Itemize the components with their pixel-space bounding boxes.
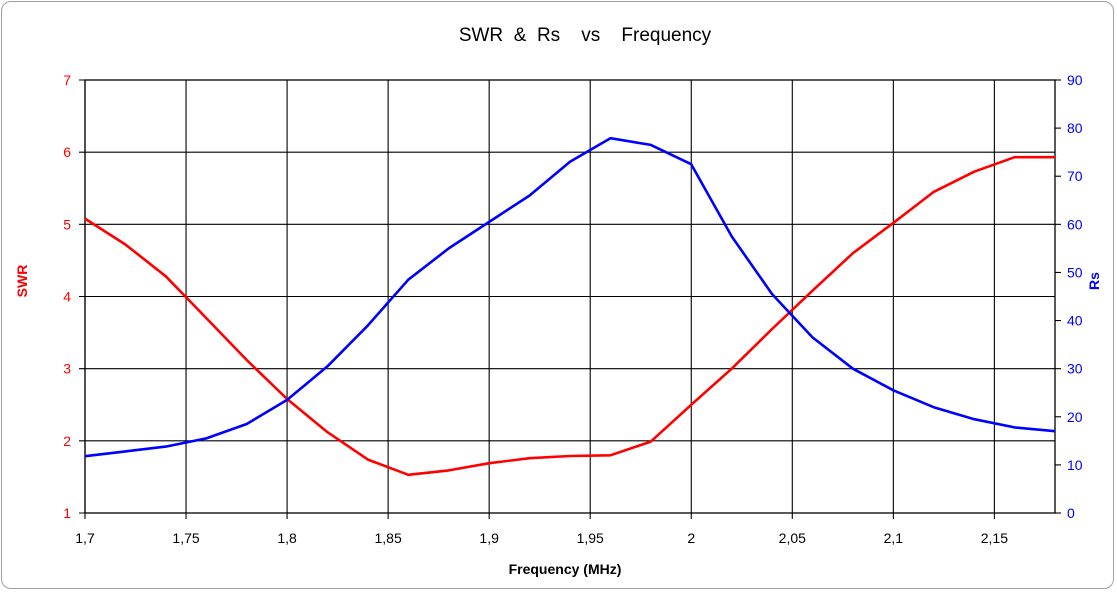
- right-tick-label: 10: [1067, 457, 1083, 473]
- rs-line: [84, 136, 1056, 458]
- x-tick-label: 2: [687, 530, 695, 546]
- x-tick-label: 2,1: [884, 530, 904, 546]
- x-tick-label: 2,05: [779, 530, 806, 546]
- swr-line: [84, 155, 1055, 477]
- right-tick-label: 20: [1067, 409, 1083, 425]
- left-tick-label: 2: [63, 433, 71, 449]
- left-tick-label: 7: [63, 72, 71, 88]
- grid: [79, 79, 1061, 519]
- right-axis-label: Rs: [1086, 272, 1102, 290]
- chart-title: SWR & Rs vs Frequency: [459, 25, 712, 46]
- x-tick-label: 1,95: [577, 530, 604, 546]
- left-tick-label: 3: [63, 361, 71, 377]
- x-tick-label: 1,9: [479, 530, 499, 546]
- left-tick-label: 1: [63, 505, 71, 521]
- series-lines: [84, 136, 1056, 477]
- right-tick-label: 90: [1067, 72, 1083, 88]
- right-tick-label: 80: [1067, 120, 1083, 136]
- right-tick-label: 50: [1067, 264, 1083, 280]
- x-tick-label: 1,8: [277, 530, 297, 546]
- right-tick-label: 40: [1067, 313, 1083, 329]
- right-tick-label: 70: [1067, 168, 1083, 184]
- x-axis-ticks: 1,7 1,75 1,8 1,85 1,9 1,95 2 2,05 2,1 2,15: [75, 530, 1008, 546]
- right-tick-label: 30: [1067, 361, 1083, 377]
- x-axis-label: Frequency (MHz): [509, 561, 622, 577]
- x-tick-label: 1,75: [172, 530, 199, 546]
- right-tick-label: 0: [1067, 505, 1075, 521]
- left-tick-label: 6: [63, 144, 71, 160]
- left-tick-label: 4: [63, 289, 71, 305]
- x-tick-label: 1,85: [375, 530, 402, 546]
- left-tick-label: 5: [63, 216, 71, 232]
- left-axis-label: SWR: [14, 265, 30, 298]
- x-tick-label: 2,15: [981, 530, 1008, 546]
- left-axis-ticks: 1 2 3 4 5 6 7: [63, 72, 71, 521]
- right-axis-ticks: 0 10 20 30 40 50 60 70 80 90: [1067, 72, 1083, 521]
- x-tick-label: 1,7: [75, 530, 95, 546]
- right-tick-label: 60: [1067, 216, 1083, 232]
